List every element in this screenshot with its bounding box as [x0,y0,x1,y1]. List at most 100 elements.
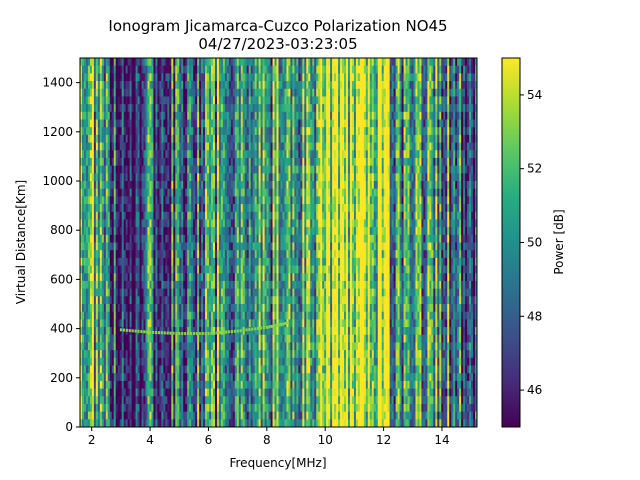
heatmap-cell [232,334,236,343]
heatmap-cell [224,388,228,397]
heatmap-cell [256,273,260,282]
heatmap-cell [85,280,89,290]
heatmap-cell [143,127,146,136]
heatmap-cell [240,188,244,197]
heatmap-cell [270,380,273,389]
heatmap-cell [91,88,95,97]
heatmap-cell [107,119,111,128]
heatmap-cell [218,411,222,420]
heatmap-cell [147,181,150,190]
heatmap-cell [115,403,119,413]
heatmap-cell [262,250,266,259]
heatmap-cell [218,227,222,236]
heatmap-cell [258,157,262,167]
heatmap-cell [244,58,248,67]
heatmap-cell [143,280,146,290]
heatmap-cell [111,250,115,259]
heatmap-cell [151,227,154,236]
heatmap-cell [119,73,123,82]
heatmap-cell [183,304,186,313]
heatmap-cell [211,204,214,213]
heatmap-cell [266,134,269,143]
heatmap-cell [115,242,119,251]
heatmap-cell [278,119,281,128]
heatmap-cell [240,150,244,159]
heatmap-cell [87,234,91,243]
heatmap-cell [183,396,186,405]
heatmap-cell [111,288,115,297]
heatmap-cell [127,419,131,428]
heatmap-cell [129,157,133,167]
heatmap-cell [113,127,117,136]
heatmap-cell [280,211,283,220]
heatmap-cell [179,357,182,366]
heatmap-cell [193,296,196,305]
heatmap-cell [248,411,252,420]
heatmap-cell [163,319,166,328]
heatmap-cell [242,157,246,167]
heatmap-cell [85,181,89,190]
heatmap-cell [171,342,174,351]
heatmap-cell [137,334,140,343]
heatmap-cell [260,304,264,313]
heatmap-cell [105,304,109,313]
heatmap-cell [222,96,226,105]
heatmap-cell [93,119,97,128]
heatmap-cell [121,388,125,397]
heatmap-cell [117,419,121,428]
heatmap-cell [101,119,105,128]
heatmap-cell [203,65,206,74]
heatmap-cell [127,388,131,397]
heatmap-cell [262,73,266,82]
heatmap-cell [91,211,95,220]
heatmap-cell [260,411,264,420]
heatmap-cell [191,104,194,113]
heatmap-cell [143,388,146,397]
heatmap-cell [209,88,212,97]
heatmap-cell [109,380,113,389]
heatmap-cell [171,181,174,190]
heatmap-cell [179,373,182,382]
heatmap-cell [256,327,260,336]
heatmap-cell [211,81,214,90]
heatmap-cell [252,104,256,113]
heatmap-cell [201,142,204,151]
heatmap-cell [95,165,99,174]
heatmap-cell [155,81,158,90]
heatmap-cell [205,419,208,428]
heatmap-cell [260,311,264,320]
heatmap-cell [199,188,202,197]
heatmap-cell [230,357,234,366]
heatmap-cell [272,173,275,182]
heatmap-cell [103,188,107,197]
heatmap-cell [165,211,168,220]
heatmap-cell [258,342,262,351]
heatmap-cell [125,273,129,282]
heatmap-cell [216,81,220,90]
heatmap-cell [161,96,164,105]
heatmap-cell [242,96,246,105]
heatmap-cell [91,288,95,297]
heatmap-cell [264,373,267,382]
heatmap-cell [191,334,194,343]
heatmap-cell [153,127,156,136]
heatmap-cell [272,396,275,405]
heatmap-cell [244,265,248,274]
heatmap-cell [260,81,264,90]
heatmap-cell [129,142,133,151]
heatmap-cell [89,234,93,243]
heatmap-cell [272,58,275,67]
heatmap-cell [185,81,188,90]
heatmap-cell [230,58,234,67]
heatmap-cell [213,242,216,251]
heatmap-cell [242,288,246,297]
heatmap-cell [236,181,240,190]
heatmap-cell [161,142,164,151]
heatmap-cell [224,188,228,197]
heatmap-cell [203,250,206,259]
heatmap-cell [252,280,256,290]
heatmap-cell [260,211,264,220]
heatmap-cell [250,357,254,366]
heatmap-cell [119,396,123,405]
heatmap-cell [101,157,105,167]
